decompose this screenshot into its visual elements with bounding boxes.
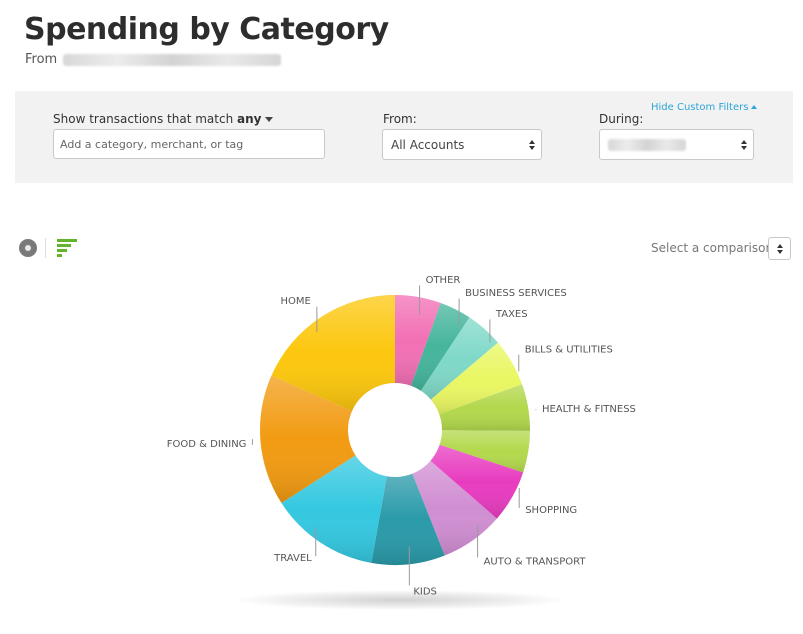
accounts-select-value: All Accounts <box>391 137 465 152</box>
bar-chart-icon[interactable] <box>57 239 79 257</box>
date-range-subtitle: From <box>25 52 282 67</box>
match-label-row: Show transactions that match any <box>53 112 274 126</box>
category-label: SHOPPING <box>525 505 577 516</box>
category-label: FOOD & DINING <box>167 439 247 450</box>
category-label: AUTO & TRANSPORT <box>484 557 587 568</box>
category-label: OTHER <box>426 275 461 286</box>
comparison-select[interactable] <box>768 237 791 260</box>
filter-panel: Show transactions that match any Add a c… <box>15 91 793 183</box>
redacted-date-range <box>63 53 282 66</box>
redacted-period-value <box>608 138 686 151</box>
category-label: HOME <box>281 296 311 307</box>
match-mode-value: any <box>237 112 262 126</box>
donut-hole <box>349 384 441 476</box>
during-label: During: <box>599 112 644 126</box>
comparison-label: Select a comparison <box>651 241 774 255</box>
category-label: KIDS <box>413 586 437 597</box>
select-arrows-icon <box>777 243 783 254</box>
category-label: BUSINESS SERVICES <box>465 288 567 299</box>
accounts-select[interactable]: All Accounts <box>382 129 542 160</box>
caret-up-icon <box>751 105 758 109</box>
search-input[interactable]: Add a category, merchant, or tag <box>53 129 325 159</box>
toolbar-divider <box>45 238 46 258</box>
category-label: TRAVEL <box>273 553 312 564</box>
caret-down-icon <box>265 117 274 122</box>
select-arrows-icon <box>529 139 535 150</box>
category-label: HEALTH & FITNESS <box>542 404 636 415</box>
period-select[interactable] <box>599 129 754 160</box>
page-title: Spending by Category <box>24 12 389 47</box>
hide-custom-filters-label: Hide Custom Filters <box>651 102 749 113</box>
category-label: TAXES <box>495 309 528 320</box>
donut-chart-icon[interactable] <box>19 239 37 257</box>
spending-donut-chart: OTHER BUSINESS SERVICES TAXES BILLS & UTILI… <box>167 275 636 597</box>
chart-shadow <box>235 590 565 610</box>
match-label: Show transactions that match <box>53 112 234 126</box>
hide-custom-filters-link[interactable]: Hide Custom Filters <box>651 102 758 113</box>
from-label: From: <box>383 112 417 126</box>
match-mode-dropdown[interactable]: any <box>237 112 274 126</box>
subtitle-prefix: From <box>25 52 58 67</box>
category-label: BILLS & UTILITIES <box>525 344 613 355</box>
search-placeholder: Add a category, merchant, or tag <box>60 137 244 151</box>
select-arrows-icon <box>741 139 747 150</box>
